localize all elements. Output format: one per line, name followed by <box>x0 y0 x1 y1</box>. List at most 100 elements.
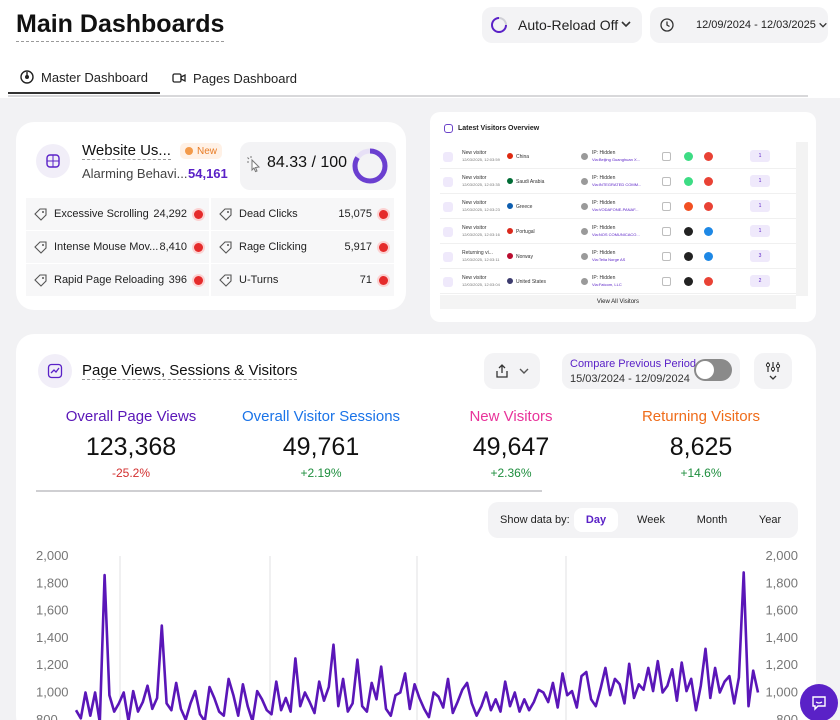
visitor-country: Norway <box>516 254 533 260</box>
export-button[interactable] <box>484 353 540 389</box>
y-tick-label-left: 800 <box>36 712 58 720</box>
metric-rapid-page-reloading[interactable]: Rapid Page Reloading 396 <box>26 264 209 297</box>
visitor-row[interactable]: New visitor 12/03/2025, 12:03:04 United St… <box>440 269 798 294</box>
session-count[interactable]: 1 <box>750 225 770 237</box>
session-count[interactable]: 1 <box>750 150 770 162</box>
y-tick-label-left: 1,200 <box>36 657 69 672</box>
period-month[interactable]: Month <box>696 514 728 526</box>
alarming-behavior-label: Alarming Behavi... <box>82 166 188 181</box>
tab-divider <box>8 95 808 97</box>
compare-toggle[interactable] <box>694 359 732 381</box>
visitor-isp: Via:NOS COMUNICACO... <box>592 232 640 237</box>
visitor-pin-icon <box>443 277 453 287</box>
session-count[interactable]: 1 <box>750 175 770 187</box>
metric-label: Dead Clicks <box>239 208 298 220</box>
tab-pages-dashboard[interactable]: Pages Dashboard <box>160 62 309 94</box>
metric-dead-clicks[interactable]: Dead Clicks 15,075 <box>211 198 394 231</box>
metric-intense-mouse-movement[interactable]: Intense Mouse Mov... 8,410 <box>26 231 209 264</box>
usability-title[interactable]: Website Us... <box>82 142 171 160</box>
metric-excessive-scrolling[interactable]: Excessive Scrolling 24,292 <box>26 198 209 231</box>
browser-icon <box>704 252 713 261</box>
y-tick-label-right: 1,800 <box>765 575 798 590</box>
chevron-down-icon <box>519 368 529 374</box>
visitor-type: Returning vi... <box>462 250 493 256</box>
visitor-row[interactable]: New visitor 12/03/2025, 12:03:16 Portugal I… <box>440 219 798 244</box>
chat-support-button[interactable] <box>800 684 838 720</box>
chart-widget-toggle[interactable] <box>38 354 72 388</box>
visitor-isp: Via:INTEGRATED COMM... <box>592 182 642 187</box>
y-tick-label-right: 1,000 <box>765 685 798 700</box>
metric-label: Intense Mouse Mov... <box>54 241 159 253</box>
visitor-row[interactable]: New visitor 12/03/2025, 12:03:59 China IP: … <box>440 144 798 169</box>
y-tick-label-left: 1,000 <box>36 685 69 700</box>
show-data-by-selector: Show data by: Day Week Month Year <box>488 502 798 538</box>
badge-label: New <box>197 145 218 157</box>
metric-value: 24,292 <box>153 208 187 220</box>
visitor-pin-icon <box>443 252 453 262</box>
alert-dot-icon <box>379 243 388 252</box>
stat-value: 49,647 <box>472 433 550 461</box>
country-flag-icon <box>507 203 513 209</box>
visitor-isp: Via:Telia Norge AS <box>592 257 626 262</box>
stat-label: Overall Page Views <box>65 408 197 425</box>
os-icon <box>684 252 693 261</box>
tab-label: Master Dashboard <box>41 69 148 85</box>
y-tick-label-right: 1,200 <box>765 657 798 672</box>
stat-overall-page-views[interactable]: Overall Page Views 123,368 -25.2% <box>36 408 226 480</box>
stat-change: +2.19% <box>300 466 342 480</box>
usability-widget-toggle[interactable] <box>36 144 70 178</box>
visitor-isp: Via:VODAFONE-PANAF... <box>592 207 639 212</box>
os-icon <box>684 277 693 286</box>
score-value: 84.33 / 100 <box>267 154 348 171</box>
y-tick-label-left: 1,400 <box>36 630 69 645</box>
y-tick-label-right: 2,000 <box>765 548 798 563</box>
y-tick-label-left: 1,600 <box>36 603 69 618</box>
visitor-row[interactable]: New visitor 12/03/2025, 12:03:23 Greece IP:… <box>440 194 798 219</box>
dashboard-tabs: Master Dashboard Pages Dashboard <box>8 62 309 94</box>
visitor-ip: IP: Hidden <box>592 275 616 281</box>
period-week[interactable]: Week <box>637 514 665 526</box>
page-views-card: Page Views, Sessions & Visitors Compare … <box>16 334 816 720</box>
visitor-ip: IP: Hidden <box>592 200 616 206</box>
website-usability-card: Website Us... New Alarming Behavi... 54,… <box>16 122 406 310</box>
visitor-date: 12/03/2025, 12:03:11 <box>462 257 500 262</box>
clock-icon <box>660 18 674 32</box>
device-icon <box>662 227 671 236</box>
page-views-title[interactable]: Page Views, Sessions & Visitors <box>82 362 298 380</box>
compare-label: Compare Previous Period <box>570 358 696 370</box>
browser-icon <box>704 202 713 211</box>
stat-returning-visitors[interactable]: Returning Visitors 8,625 +14.6% <box>606 408 796 480</box>
y-tick-label-right: 800 <box>776 712 798 720</box>
date-range-picker[interactable]: 12/09/2024 - 12/03/2025 <box>650 7 828 43</box>
series-line[interactable] <box>74 571 760 720</box>
auto-reload-dropdown[interactable]: Auto-Reload Off <box>482 7 642 43</box>
metric-u-turns[interactable]: U-Turns 71 <box>211 264 394 297</box>
badge-dot-icon <box>185 147 193 155</box>
visitor-type: New visitor <box>462 225 487 231</box>
session-count[interactable]: 1 <box>750 200 770 212</box>
browser-icon <box>704 152 713 161</box>
stat-overall-visitor-sessions[interactable]: Overall Visitor Sessions 49,761 +2.19% <box>226 408 416 480</box>
pointer-click-icon <box>247 156 261 173</box>
visitor-row[interactable]: Returning vi... 12/03/2025, 12:03:11 Norwa… <box>440 244 798 269</box>
chat-icon <box>812 696 826 711</box>
visitors-scrollbar[interactable] <box>796 142 808 296</box>
metric-rage-clicking[interactable]: Rage Clicking 5,917 <box>211 231 394 264</box>
metric-label: U-Turns <box>239 274 279 286</box>
score-ring <box>352 148 388 184</box>
country-flag-icon <box>507 228 513 234</box>
stat-new-visitors[interactable]: New Visitors 49,647 +2.36% <box>416 408 606 480</box>
period-day[interactable]: Day <box>574 508 618 532</box>
chart-settings-button[interactable] <box>754 353 792 389</box>
period-year[interactable]: Year <box>758 514 782 526</box>
tab-master-dashboard[interactable]: Master Dashboard <box>8 62 160 94</box>
line-chart-icon <box>47 363 63 379</box>
visitor-date: 12/03/2025, 12:03:16 <box>462 232 500 237</box>
visitor-isp: Via:Beijing Guanghuan X... <box>592 157 640 162</box>
stat-change: -25.2% <box>111 466 151 480</box>
visitor-country: Portugal <box>516 229 535 235</box>
session-count[interactable]: 3 <box>750 250 770 262</box>
session-count[interactable]: 2 <box>750 275 770 287</box>
visitor-row[interactable]: New visitor 12/03/2025, 12:03:35 Saudi Ara… <box>440 169 798 194</box>
view-all-visitors-button[interactable]: View All Visitors <box>440 295 796 309</box>
